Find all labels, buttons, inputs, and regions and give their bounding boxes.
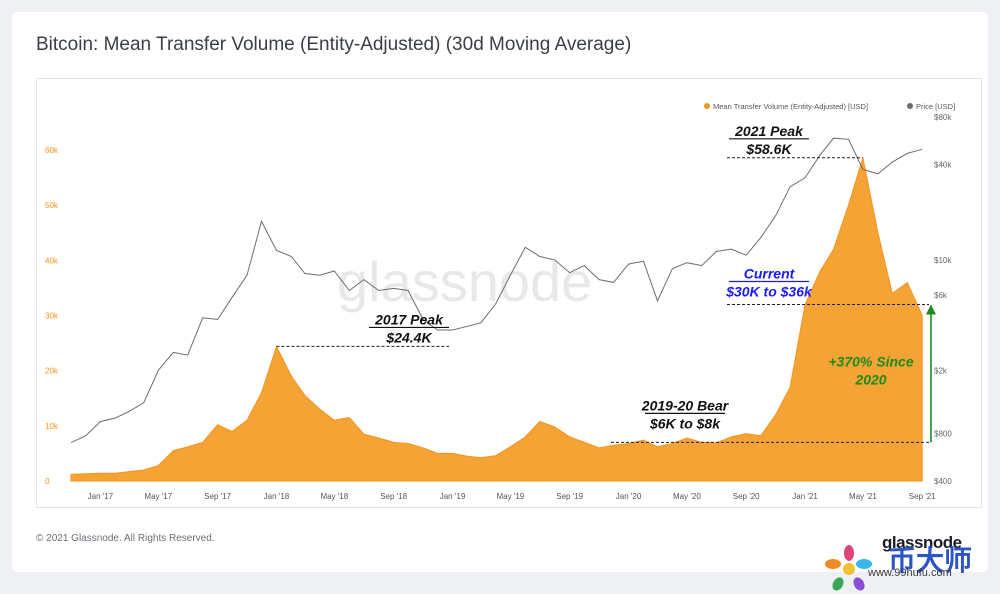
x-tick-label: Jan '17 xyxy=(88,492,114,501)
x-tick-label: Jan '21 xyxy=(792,492,818,501)
x-tick-label: Sep '19 xyxy=(556,492,583,501)
bear-label-line2: $6K to $8k xyxy=(649,415,721,431)
x-axis: Jan '17 May '17 Sep '17 Jan '18 May '18 Sep '… xyxy=(88,492,937,501)
x-tick-label: May '17 xyxy=(144,492,172,501)
chart-title: Bitcoin: Mean Transfer Volume (Entity-Ad… xyxy=(36,34,632,55)
x-tick-label: Sep '21 xyxy=(909,492,936,501)
y-left-axis: 0 10k 20k 30k 40k 50k 60k xyxy=(45,146,59,486)
watermark: glassnode xyxy=(337,250,592,313)
y-right-tick-label: $10k xyxy=(934,256,952,265)
volume-area xyxy=(70,157,923,482)
chart-area: glassnode 0 10k 20k 30k 40k 50k 60k $400 $800 $2… xyxy=(36,78,982,508)
annotations: 2021 Peak $58.6K 2017 Peak $24.4K 2019-20 Be… xyxy=(276,123,936,443)
peak-2021-label-line2: $58.6K xyxy=(745,141,792,157)
y-left-tick-label: 40k xyxy=(45,256,59,265)
legend[interactable]: Mean Transfer Volume (Entity-Adjusted) [… xyxy=(704,102,955,111)
copyright: © 2021 Glassnode. All Rights Reserved. xyxy=(36,533,215,544)
x-tick-label: May '19 xyxy=(496,492,524,501)
x-tick-label: May '18 xyxy=(320,492,348,501)
chart-svg[interactable]: glassnode 0 10k 20k 30k 40k 50k 60k $400 $800 $2… xyxy=(37,79,981,507)
y-right-tick-label: $80k xyxy=(934,113,952,122)
watermark-cn-brand: 币大师 xyxy=(888,545,973,576)
glassnode-logo: glassnode xyxy=(882,533,962,552)
y-left-tick-label: 50k xyxy=(45,201,59,210)
legend-volume-dot xyxy=(704,103,710,109)
peak-2021-label-line1: 2021 Peak xyxy=(734,123,804,139)
x-tick-label: May '21 xyxy=(849,492,877,501)
y-left-tick-label: 30k xyxy=(45,312,59,321)
x-tick-label: May '20 xyxy=(673,492,701,501)
y-right-axis: $400 $800 $2k $6k $10k $40k $80k xyxy=(934,113,952,486)
growth-label-line1: +370% Since xyxy=(828,354,913,370)
x-tick-label: Sep '18 xyxy=(380,492,407,501)
watermark-site: www.99hufu.com xyxy=(868,567,952,579)
x-tick-label: Sep '20 xyxy=(733,492,760,501)
x-tick-label: Jan '20 xyxy=(616,492,642,501)
y-right-tick-label: $40k xyxy=(934,161,952,170)
y-right-tick-label: $6k xyxy=(934,291,948,300)
chart-card: Bitcoin: Mean Transfer Volume (Entity-Ad… xyxy=(12,12,988,591)
growth-label-line2: 2020 xyxy=(854,372,886,388)
peak-2017-label-line2: $24.4K xyxy=(385,329,432,345)
legend-price-label: Price [USD] xyxy=(916,102,955,111)
bear-label-line1: 2019-20 Bear xyxy=(641,397,730,413)
x-tick-label: Jan '18 xyxy=(264,492,290,501)
growth-arrow-head xyxy=(926,304,936,315)
y-right-tick-label: $400 xyxy=(934,477,952,486)
y-right-tick-label: $2k xyxy=(934,366,948,375)
y-left-tick-label: 0 xyxy=(45,477,50,486)
peak-2017-label-line1: 2017 Peak xyxy=(374,311,444,327)
x-tick-label: Jan '19 xyxy=(440,492,466,501)
price-line xyxy=(70,137,923,444)
current-label-line1: Current xyxy=(744,266,796,282)
legend-price-dot xyxy=(907,103,913,109)
y-left-tick-label: 20k xyxy=(45,367,59,376)
y-right-tick-label: $800 xyxy=(934,429,952,438)
current-label-line2: $30K to $36k xyxy=(725,284,813,300)
y-left-tick-label: 60k xyxy=(45,146,59,155)
y-left-tick-label: 10k xyxy=(45,422,59,431)
x-tick-label: Sep '17 xyxy=(204,492,231,501)
legend-volume-label: Mean Transfer Volume (Entity-Adjusted) [… xyxy=(713,102,868,111)
